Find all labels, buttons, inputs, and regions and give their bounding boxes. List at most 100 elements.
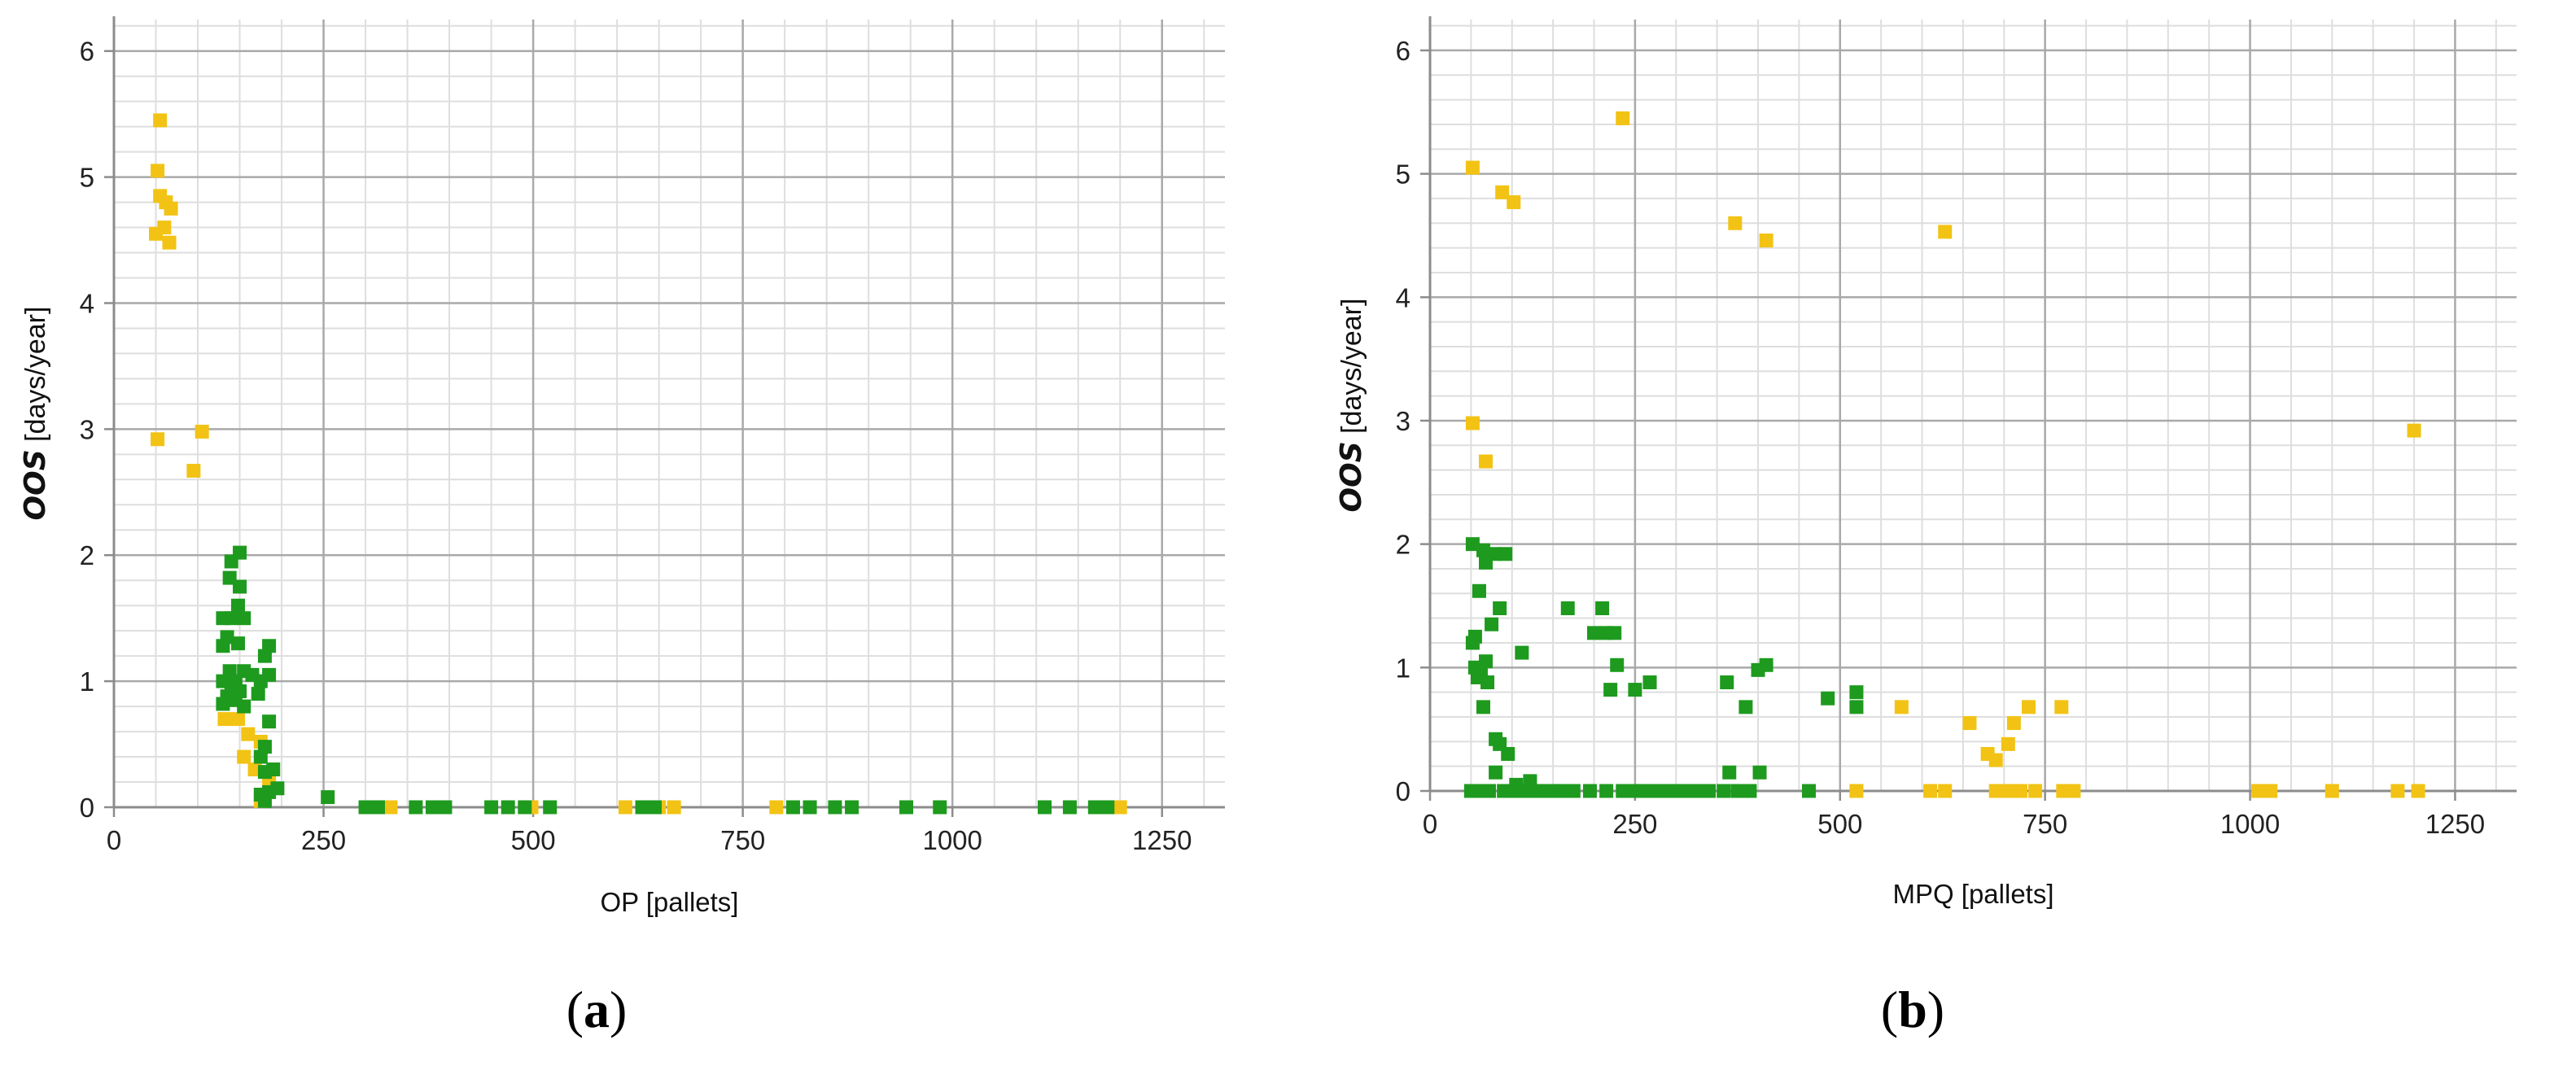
b-data-point xyxy=(1507,194,1521,209)
b-data-point xyxy=(1962,716,1977,731)
b-series-1 xyxy=(1463,537,1864,798)
a-major-grid xyxy=(114,20,1225,807)
a-data-point xyxy=(149,226,164,241)
a-data-point xyxy=(237,611,251,626)
b-data-point xyxy=(1554,784,1568,798)
b-data-point xyxy=(1517,784,1532,798)
a-data-point xyxy=(257,649,272,663)
b-y-tick-label: 2 xyxy=(1396,530,1410,560)
b-data-point xyxy=(1476,700,1490,714)
b-y-tick-label: 1 xyxy=(1396,653,1410,683)
b-major-grid xyxy=(1430,20,2517,791)
a-x-tick-label: 1000 xyxy=(922,825,982,855)
b-data-point xyxy=(2054,700,2069,714)
a-data-point xyxy=(785,800,800,815)
b-data-point xyxy=(1607,626,1622,640)
a-data-point xyxy=(257,793,272,808)
a-data-point xyxy=(1100,800,1115,815)
a-y-tick-label: 0 xyxy=(80,793,94,823)
b-data-point xyxy=(1479,454,1494,469)
b-data-point xyxy=(2251,784,2266,798)
b-data-point xyxy=(1849,784,1864,798)
a-y-tick-label: 3 xyxy=(80,414,94,444)
b-data-point xyxy=(1482,784,1497,798)
b-data-point xyxy=(2013,784,2027,798)
b-data-point xyxy=(1505,784,1520,798)
a-data-point xyxy=(635,800,649,815)
b-data-point xyxy=(1465,160,1480,175)
a-data-point xyxy=(484,800,499,815)
b-data-point xyxy=(1717,784,1731,798)
b-data-point xyxy=(1728,216,1743,230)
b-data-point xyxy=(1465,416,1480,430)
a-data-point xyxy=(1062,800,1077,815)
b-y-tick-label: 5 xyxy=(1396,159,1410,190)
b-data-point xyxy=(1595,601,1610,616)
b-data-point xyxy=(1722,765,1737,780)
b-data-point xyxy=(1652,784,1667,798)
b-data-point xyxy=(1988,753,2003,767)
b-x-tick-label: 250 xyxy=(1612,809,1657,839)
b-x-tick-label: 500 xyxy=(1817,809,1862,839)
b-data-point xyxy=(2006,716,2021,731)
b-data-point xyxy=(1689,784,1703,798)
b-data-point xyxy=(1542,784,1556,798)
a-y-axis-title: OOS [days/year] xyxy=(19,307,52,521)
a-data-point xyxy=(233,579,247,594)
a-data-point xyxy=(358,800,373,815)
b-data-point xyxy=(1720,675,1734,690)
b-x-tick-label: 1000 xyxy=(2220,809,2280,839)
b-data-point xyxy=(2001,784,2015,798)
a-minor-grid xyxy=(114,20,1225,807)
a-x-axis-title: OP [pallets] xyxy=(601,887,739,917)
b-data-point xyxy=(2066,784,2081,798)
a-y-tick-label: 4 xyxy=(80,288,94,318)
b-data-point xyxy=(2411,784,2425,798)
a-y-tick-label: 2 xyxy=(80,540,94,570)
a-data-point xyxy=(803,800,817,815)
b-data-point xyxy=(1849,700,1864,714)
a-series-0 xyxy=(149,113,1127,815)
b-data-point xyxy=(1582,784,1597,798)
b-x-tick-label: 1250 xyxy=(2425,809,2485,839)
b-data-point xyxy=(2390,784,2405,798)
a-data-point xyxy=(618,800,632,815)
a-x-tick-label: 250 xyxy=(301,825,346,855)
b-data-point xyxy=(1628,784,1642,798)
b-data-point xyxy=(1493,601,1507,616)
a-data-point xyxy=(371,800,386,815)
a-data-point xyxy=(438,800,453,815)
b-data-point xyxy=(1640,784,1655,798)
a-data-point xyxy=(253,749,268,764)
a-plot-area xyxy=(114,20,1225,807)
b-data-point xyxy=(2407,423,2421,438)
a-data-point xyxy=(186,463,201,478)
a-data-point xyxy=(216,639,230,653)
a-data-point xyxy=(518,800,532,815)
b-data-point xyxy=(2022,700,2036,714)
panel-b-label: (b) xyxy=(1881,981,1944,1038)
a-x-tick-label: 750 xyxy=(720,825,765,855)
a-data-point xyxy=(151,164,165,178)
b-data-point xyxy=(1759,234,1773,248)
a-data-point xyxy=(230,712,245,727)
b-data-point xyxy=(1616,111,1630,125)
a-data-point xyxy=(647,800,662,815)
b-data-point xyxy=(1603,683,1618,697)
a-data-point xyxy=(1087,800,1102,815)
b-data-point xyxy=(1988,784,2003,798)
a-x-tick-label: 1250 xyxy=(1132,825,1192,855)
b-y-tick-label: 4 xyxy=(1396,282,1410,312)
a-data-point xyxy=(321,790,335,805)
a-data-point xyxy=(195,424,209,439)
a-x-tick-label: 500 xyxy=(511,825,556,855)
a-data-point xyxy=(237,749,251,764)
b-data-point xyxy=(1489,765,1503,780)
a-data-point xyxy=(828,800,842,815)
b-data-point xyxy=(1743,784,1757,798)
panel-a-label: (a) xyxy=(566,981,628,1038)
b-data-point xyxy=(1664,784,1679,798)
a-data-point xyxy=(151,432,165,447)
b-data-point xyxy=(1730,784,1745,798)
b-data-point xyxy=(1752,765,1767,780)
